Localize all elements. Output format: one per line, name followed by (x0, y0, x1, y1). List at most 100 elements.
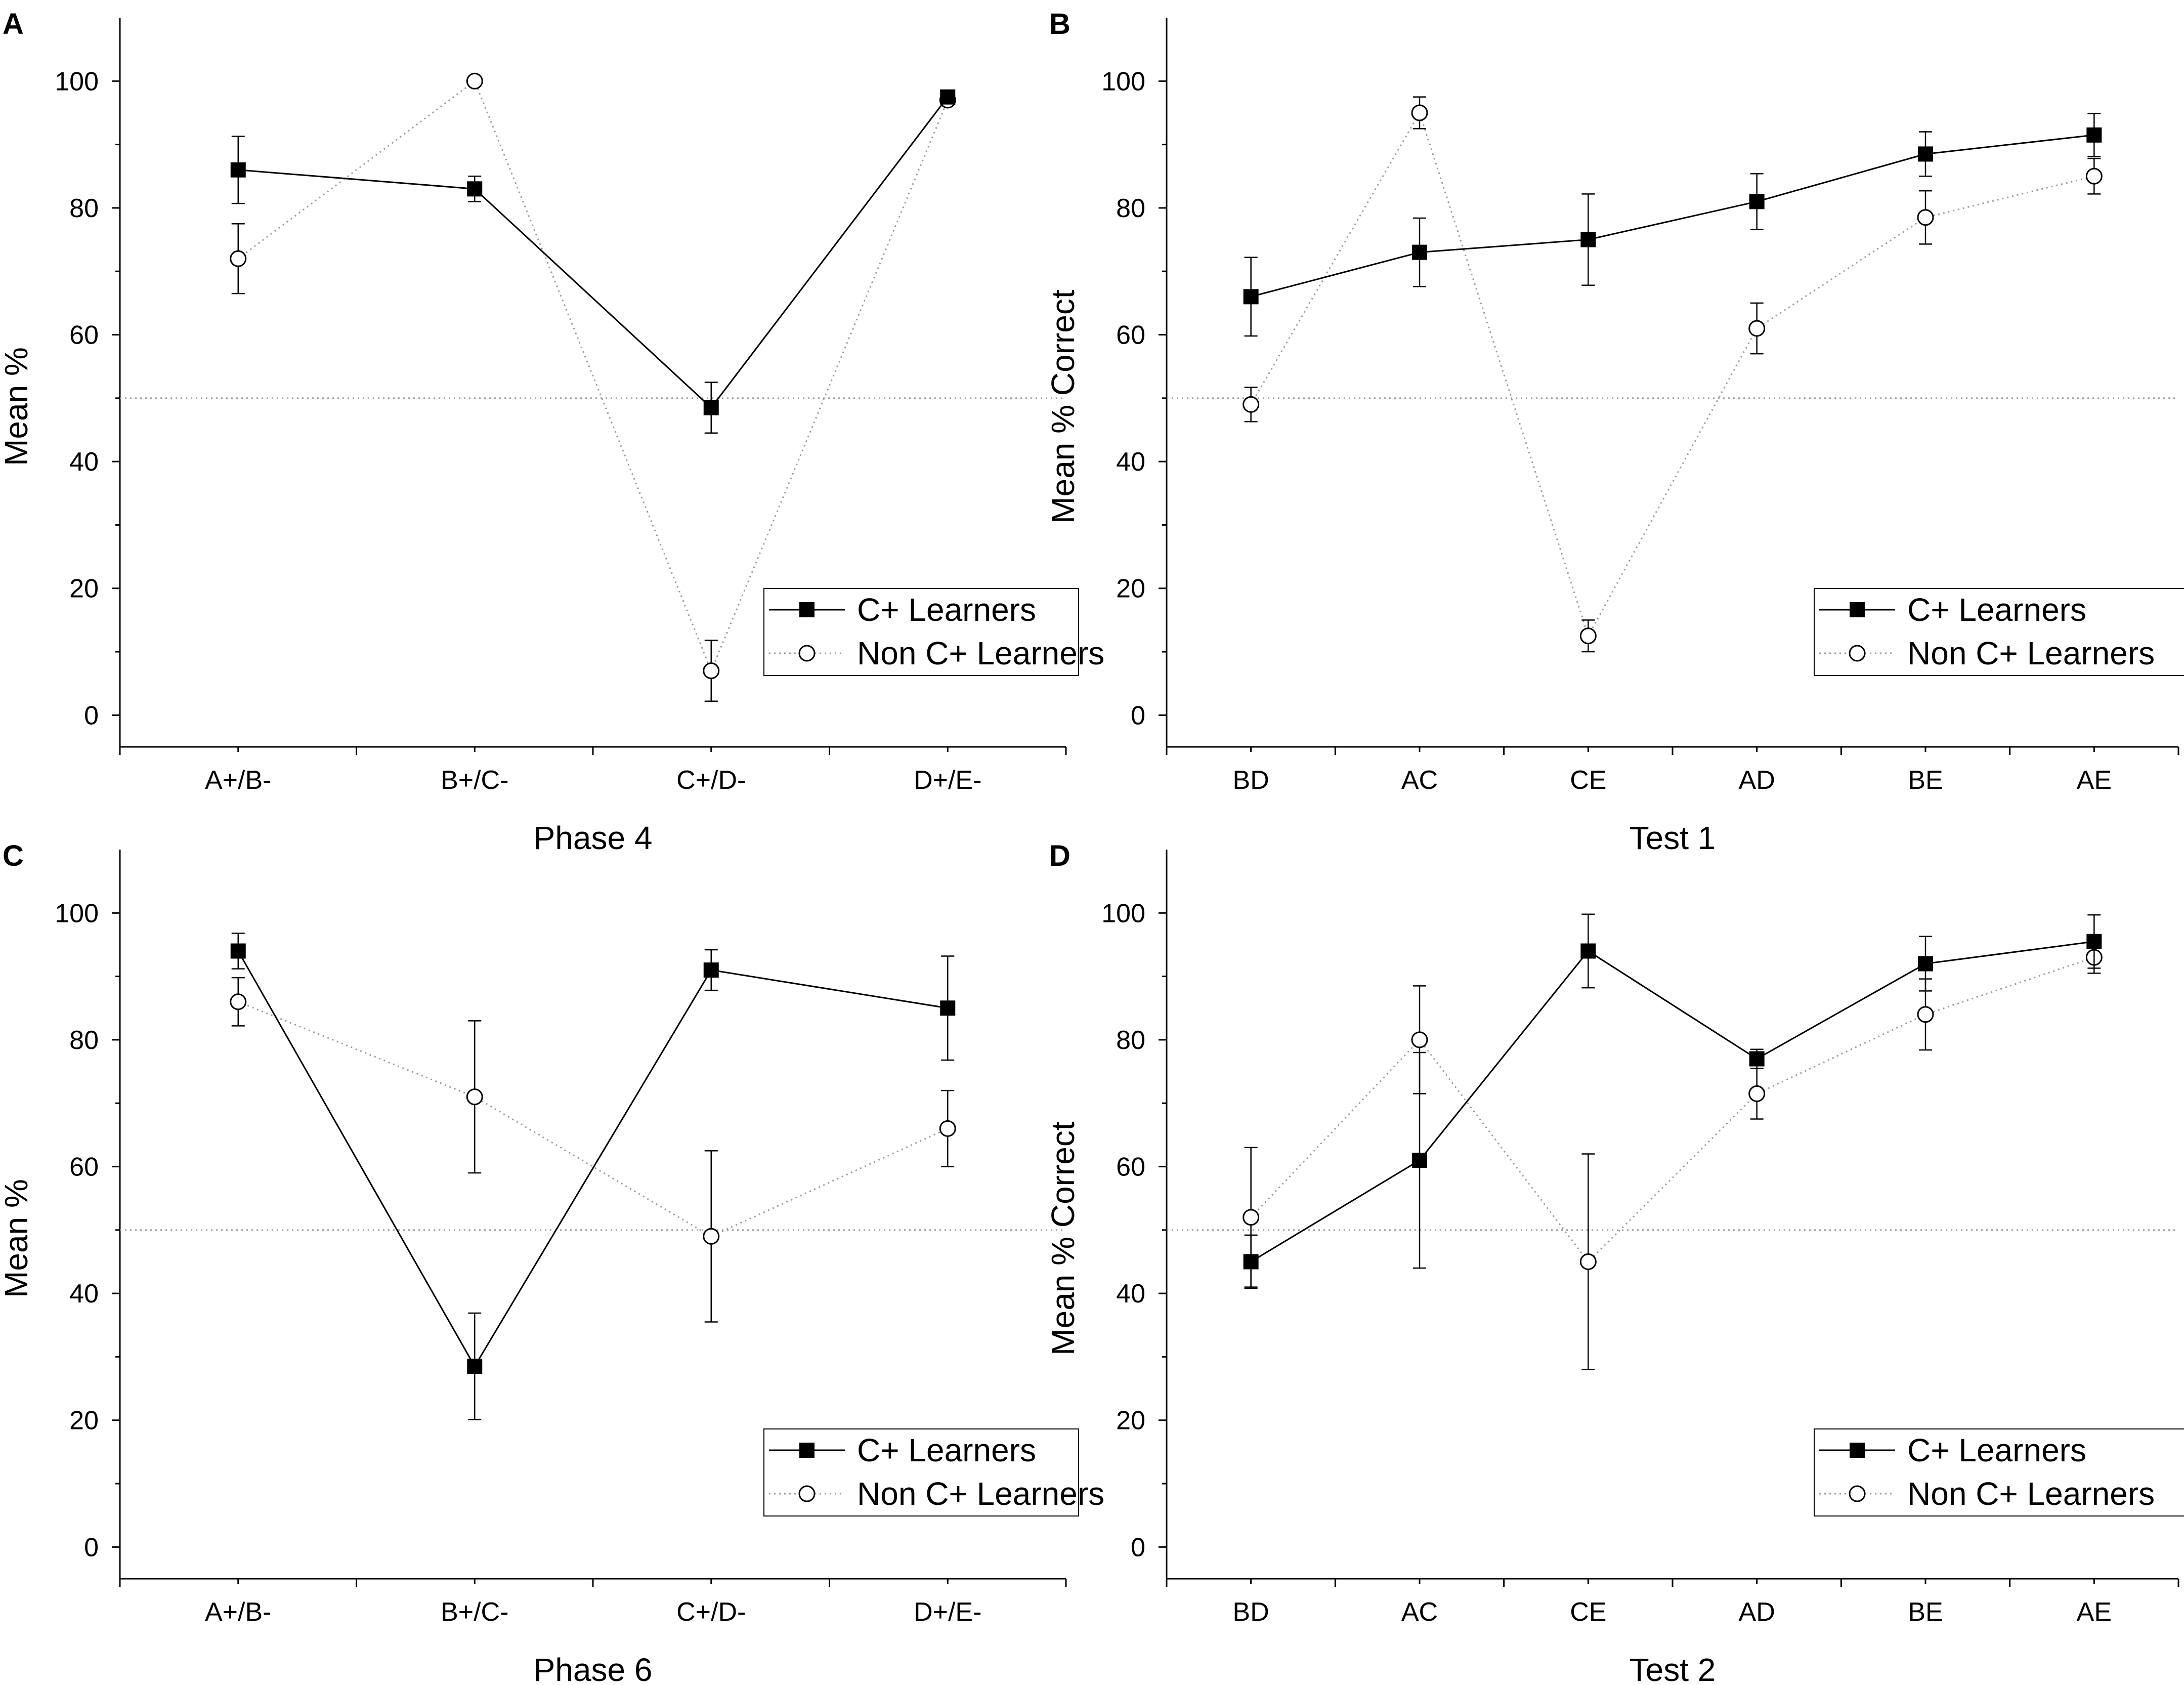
y-tick-label: 80 (69, 194, 99, 223)
data-point-circle (1748, 320, 1766, 337)
y-tick-label: 60 (1116, 1153, 1145, 1182)
series-line (238, 1001, 948, 1238)
y-tick-label: 80 (69, 1026, 99, 1055)
series-line (1250, 111, 2094, 638)
x-tick-label: D+/E- (914, 1597, 981, 1627)
series-c-plus-learners (1243, 112, 2102, 337)
data-point-circle (2085, 167, 2103, 185)
x-tick-label: BE (1908, 766, 1943, 795)
data-point-square (1749, 194, 1765, 209)
data-point-square (1243, 1254, 1259, 1270)
x-axis-title: Test 2 (1630, 1652, 1716, 1685)
legend: C+ Learners Non C+ Learners (763, 1428, 1104, 1516)
x-axis-title: Test 1 (1630, 820, 1716, 856)
data-point-circle (466, 72, 483, 90)
data-point-square (467, 1359, 483, 1374)
y-tick-label: 40 (69, 1279, 99, 1309)
data-point-square (230, 162, 246, 178)
data-point-circle (1579, 627, 1597, 645)
x-tick-label: A+/B- (205, 1597, 272, 1627)
y-tick-label: 40 (69, 447, 99, 477)
y-tick-label: 40 (1116, 447, 1145, 477)
data-point-circle (230, 250, 247, 267)
data-point-square (1918, 146, 1933, 162)
legend-box (763, 1428, 1079, 1516)
y-tick-label: 20 (1116, 574, 1145, 604)
x-tick-label: AE (2077, 1597, 2112, 1627)
x-tick-label: AE (2077, 766, 2112, 795)
legend: C+ Learners Non C+ Learners (1814, 588, 2184, 676)
x-tick-label: B+/C- (441, 766, 508, 795)
y-tick-label: 80 (1116, 1026, 1145, 1055)
data-point-square (2086, 127, 2102, 143)
legend-marker-circle (1849, 645, 1866, 662)
data-point-circle (230, 993, 247, 1010)
data-point-square (1580, 232, 1596, 247)
panel-label: A (3, 8, 24, 40)
x-tick-label: B+/C- (441, 1597, 508, 1627)
legend: C+ Learners Non C+ Learners (763, 588, 1104, 676)
x-tick-label: BE (1908, 1597, 1943, 1627)
legend-label: Non C+ Learners (857, 1476, 1104, 1512)
data-point-circle (466, 1088, 483, 1106)
data-point-square (1243, 289, 1259, 305)
data-point-circle (1411, 104, 1428, 121)
panel-label: D (1049, 839, 1070, 872)
x-tick-label: AD (1739, 766, 1775, 795)
data-point-circle (703, 662, 720, 680)
y-axis-title: Mean % (0, 347, 34, 466)
series-line (1251, 134, 2094, 298)
series-non-c-plus-learners (230, 977, 956, 1323)
y-tick-label: 0 (1131, 701, 1145, 730)
x-tick-label: AD (1739, 1597, 1775, 1627)
data-point-square (1918, 956, 1933, 972)
y-tick-label: 80 (1116, 194, 1145, 223)
data-point-circle (703, 1228, 720, 1245)
x-tick-label: BD (1233, 766, 1269, 795)
y-tick-label: 0 (1131, 1533, 1145, 1562)
series-line (237, 950, 948, 1368)
legend-marker-square (799, 602, 815, 617)
legend: C+ Learners Non C+ Learners (1814, 1428, 2184, 1516)
panel-label: B (1049, 8, 1070, 40)
panel-c: C 0 20 40 60 80 100 A+/B- B+/C- C+/D- D+/E- Phase 6… (0, 839, 1104, 1685)
y-axis-title: Mean % Correct (1045, 1121, 1081, 1356)
x-tick-label: A+/B- (205, 766, 272, 795)
y-tick-label: 0 (84, 701, 99, 730)
data-point-circle (1917, 209, 1934, 226)
legend-box (1814, 588, 2184, 676)
legend-marker-circle (798, 1485, 816, 1502)
panel-d: D 0 20 40 60 80 100 BD AC CE AD BE AE Test 2 Mean % Co… (1045, 839, 2184, 1685)
x-tick-label: D+/E- (914, 766, 981, 795)
x-tick-label: AC (1401, 766, 1438, 795)
series-non-c-plus-learners (230, 72, 956, 702)
y-tick-label: 20 (1116, 1406, 1145, 1436)
data-point-circle (1243, 396, 1260, 413)
legend-label: C+ Learners (857, 592, 1036, 628)
data-point-square (1749, 1051, 1765, 1067)
y-tick-label: 100 (1101, 67, 1145, 96)
data-point-square (2086, 934, 2102, 949)
data-point-circle (1411, 1031, 1428, 1048)
legend-label: C+ Learners (1907, 592, 2086, 628)
x-tick-label: C+/D- (676, 766, 746, 795)
y-tick-label: 60 (69, 321, 99, 350)
legend-marker-circle (1849, 1485, 1866, 1502)
panel-b: B 0 20 40 60 80 100 BD AC CE AD BE AE Test 1 Mean % Co… (1045, 8, 2184, 856)
y-tick-label: 20 (69, 1406, 99, 1436)
y-tick-label: 40 (1116, 1279, 1145, 1309)
legend-marker-circle (798, 645, 816, 662)
x-tick-label: BD (1233, 1597, 1269, 1627)
data-point-square (1580, 943, 1596, 959)
legend-box (1814, 1428, 2184, 1516)
y-tick-label: 20 (69, 574, 99, 604)
data-point-square (703, 400, 719, 415)
x-axis-title: Phase 4 (534, 820, 653, 856)
legend-marker-square (799, 1443, 815, 1458)
legend-marker-square (1850, 1443, 1865, 1458)
series-non-c-plus-learners (1243, 96, 2103, 653)
panel-a: A 0 20 40 60 80 100 A+/B- B+/C- C+/D- D+/E- Phase 4… (0, 8, 1104, 856)
data-point-square (1412, 1152, 1427, 1168)
data-point-square (940, 89, 956, 105)
